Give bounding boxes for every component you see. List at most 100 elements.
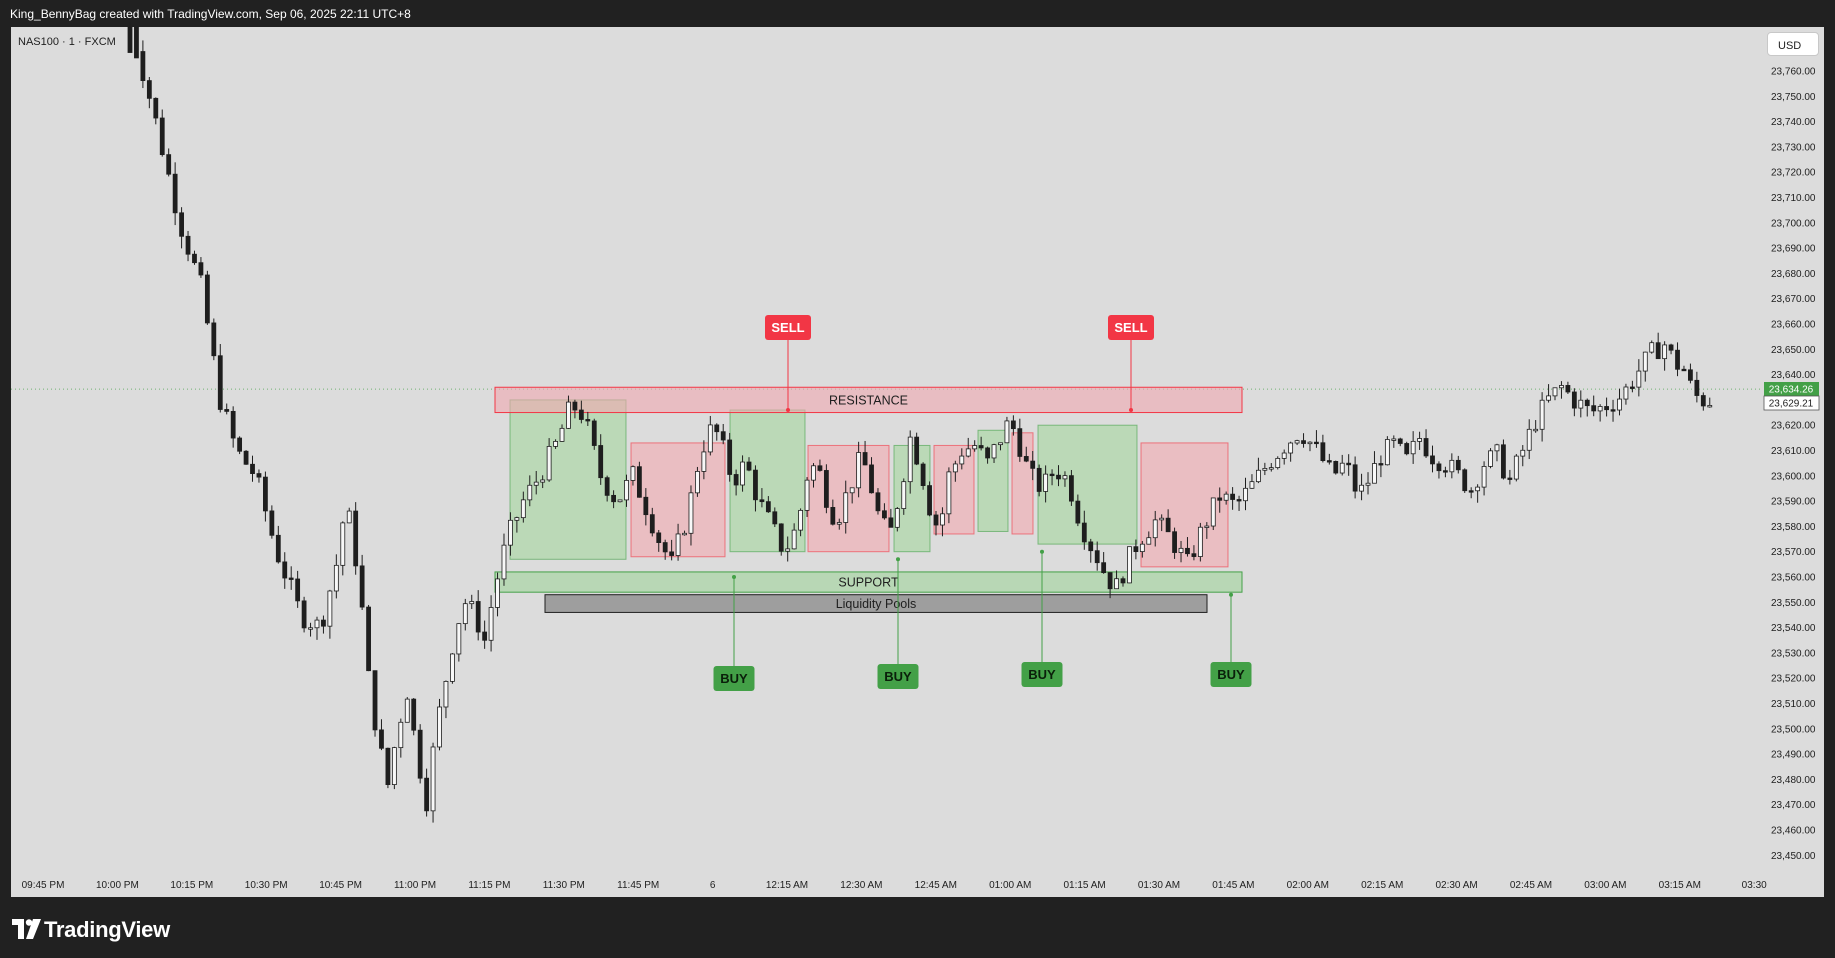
candle: [1262, 462, 1268, 476]
candle-body: [1649, 342, 1655, 353]
range-boxes: [509, 399, 1229, 568]
candle: [1256, 457, 1261, 484]
candle: [1507, 469, 1513, 485]
y-tick-label: 23,470.00: [1771, 800, 1816, 811]
candle: [353, 502, 359, 575]
candle: [1030, 451, 1036, 481]
candle: [920, 462, 926, 490]
candle: [1494, 443, 1500, 462]
candle: [269, 505, 275, 539]
candle-body: [888, 517, 894, 528]
candle: [1314, 430, 1319, 448]
candle: [1210, 497, 1216, 531]
candle: [308, 622, 313, 637]
candle: [553, 439, 558, 449]
candle: [488, 595, 494, 652]
y-tick-label: 23,480.00: [1771, 775, 1816, 786]
candle: [508, 512, 513, 556]
candle: [1707, 397, 1713, 408]
y-tick-label: 23,760.00: [1771, 67, 1816, 78]
candle-body: [1378, 463, 1384, 466]
signals: SELL SELL BUY BUY BUY BUY: [713, 315, 1252, 691]
candle: [288, 566, 294, 590]
buy-signal: BUY: [1021, 549, 1063, 687]
candle: [411, 698, 417, 736]
x-tick-label: 11:30 PM: [543, 880, 585, 891]
candle: [1049, 469, 1055, 486]
candle-body: [340, 522, 346, 566]
candle: [888, 508, 894, 528]
candle: [533, 470, 539, 495]
candle: [469, 594, 475, 610]
x-tick-label: 10:30 PM: [245, 880, 288, 891]
candle-body: [1584, 399, 1590, 407]
candle-body: [617, 499, 623, 503]
candle-body: [1384, 439, 1390, 466]
candle: [1546, 384, 1551, 403]
candle-body: [185, 235, 191, 255]
candle-body: [1017, 428, 1023, 457]
candle: [1591, 395, 1597, 417]
candle: [1159, 514, 1165, 532]
candle-body: [327, 590, 333, 627]
candle: [785, 536, 791, 562]
candle: [1681, 365, 1687, 372]
candle-body: [1430, 455, 1435, 465]
price-tag-text: 23,629.21: [1769, 399, 1814, 410]
x-tick-label: 10:15 PM: [170, 880, 213, 891]
candle-body: [172, 173, 178, 214]
candle-body: [134, 26, 139, 59]
y-tick-label: 23,660.00: [1771, 320, 1816, 331]
candle-body: [1165, 517, 1171, 533]
candle: [372, 670, 378, 737]
candle: [643, 488, 649, 526]
candle-body: [1127, 546, 1132, 584]
candle: [134, 26, 139, 59]
candle-body: [907, 436, 913, 483]
x-tick-label: 03:15 AM: [1659, 880, 1701, 891]
candle: [1197, 522, 1203, 562]
candle-body: [1578, 399, 1584, 409]
signal-dot: [1129, 408, 1133, 413]
candle-body: [727, 439, 733, 475]
candle-body: [1468, 490, 1474, 493]
price-axis: 23,760.00 23,750.00 23,740.00 23,730.00 23,7…: [1763, 67, 1820, 862]
candle-body: [385, 747, 391, 785]
candle-body: [346, 510, 352, 524]
candle-body: [179, 212, 184, 237]
price-tag-box: [1764, 382, 1819, 396]
candle: [1152, 510, 1158, 547]
candle-body: [875, 492, 881, 512]
candle-body: [952, 463, 958, 473]
x-tick-label: 12:30 AM: [840, 880, 882, 891]
candle-body: [250, 463, 255, 474]
candle-body: [598, 445, 604, 479]
x-tick-label: 09:45 PM: [22, 880, 65, 891]
candle: [1294, 439, 1300, 446]
symbol-legend[interactable]: NAS100 · 1 · FXCM: [18, 36, 116, 48]
candle-body: [759, 499, 765, 503]
candle: [250, 455, 255, 482]
candle: [772, 507, 778, 528]
candle-body: [230, 410, 236, 439]
candle: [520, 491, 526, 523]
candle-body: [488, 607, 494, 641]
candle-body: [1520, 449, 1526, 457]
x-tick-label: 01:15 AM: [1063, 880, 1105, 891]
y-tick-label: 23,550.00: [1771, 598, 1816, 609]
candle: [649, 507, 655, 537]
y-tick-label: 23,730.00: [1771, 142, 1816, 153]
candle: [869, 457, 874, 494]
candle: [1417, 431, 1422, 450]
candle: [940, 507, 945, 537]
price-label: 23,629.21: [1763, 395, 1820, 411]
candle: [875, 488, 881, 515]
candle-body: [636, 466, 642, 498]
candle-body: [882, 510, 887, 519]
candle-body: [508, 519, 513, 546]
candle: [475, 590, 481, 641]
currency-button[interactable]: USD: [1767, 32, 1819, 56]
candle: [804, 477, 810, 517]
candle-body: [1346, 462, 1352, 466]
